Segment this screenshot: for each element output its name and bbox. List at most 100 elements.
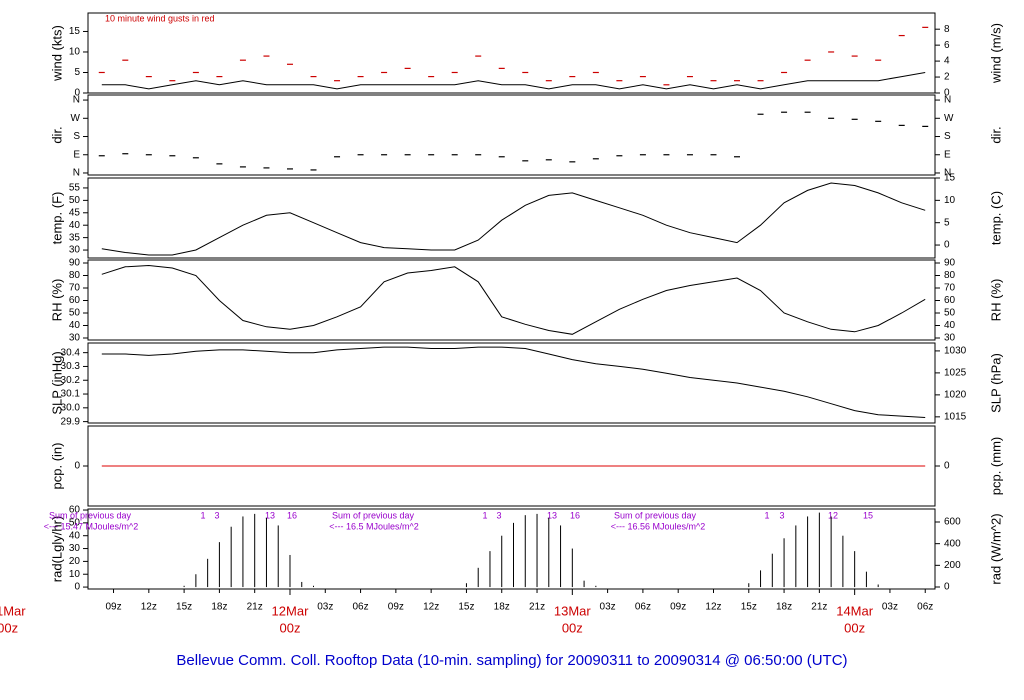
y-tick-label: 0	[944, 582, 950, 593]
y-tick-label: 0	[74, 582, 80, 593]
y-tick-label: 15	[944, 173, 956, 184]
y-tick-label: 40	[69, 320, 81, 331]
y-tick-label: 30	[69, 245, 81, 256]
hour-label: 3	[214, 510, 219, 520]
hour-label: 1	[764, 510, 769, 520]
y-tick-label: 30	[69, 333, 81, 344]
y-tick-label: 0	[944, 240, 950, 251]
x-tick-label: 03z	[600, 602, 616, 613]
y-axis-label: pcp. (in)	[49, 443, 64, 490]
y-tick-label: 90	[69, 258, 81, 269]
y-tick-label: N	[944, 168, 951, 179]
x-tick-label: 06z	[917, 602, 933, 613]
hour-label: 16	[570, 510, 580, 520]
x-tick-label: 21z	[247, 602, 263, 613]
x-tick-label: 18z	[494, 602, 510, 613]
y-tick-label: 30.2	[61, 375, 81, 386]
y-tick-label: 29.9	[61, 416, 81, 427]
y-tick-label: S	[944, 131, 951, 142]
y-tick-label: 400	[944, 538, 961, 549]
y-tick-label: N	[73, 95, 80, 106]
y-tick-label: 6	[944, 40, 950, 51]
y-tick-label: 45	[69, 207, 81, 218]
y-tick-label: 0	[74, 461, 80, 472]
y-tick-label: E	[73, 149, 80, 160]
y-tick-label: 4	[944, 56, 950, 67]
y-tick-label: N	[73, 168, 80, 179]
line	[101, 346, 926, 418]
hour-label: 1	[482, 510, 487, 520]
y-tick-label: W	[944, 113, 954, 124]
hour-label: 16	[287, 510, 297, 520]
panel-frame	[87, 12, 936, 94]
annotation: Sum of previous day	[332, 510, 415, 520]
panel-frame	[87, 94, 936, 176]
y-tick-label: 40	[69, 530, 81, 541]
y2-axis-label: wind (m/s)	[988, 23, 1003, 84]
day-label: 13Mar	[554, 603, 592, 618]
chart-title: Bellevue Comm. Coll. Rooftop Data (10-mi…	[176, 652, 847, 669]
day-hour-label: 00z	[562, 620, 583, 635]
y-axis-label: rad(Lgly/hr)	[49, 516, 64, 582]
day-label: 12Mar	[272, 603, 310, 618]
y-tick-label: 60	[944, 295, 956, 306]
y-tick-label: 8	[944, 24, 950, 35]
annotation: <--- 16.5 MJoules/m^2	[329, 521, 419, 531]
y-tick-label: 10	[69, 569, 81, 580]
annotation: Sum of previous day	[49, 510, 132, 520]
x-tick-label: 03z	[882, 602, 898, 613]
y-tick-label: 55	[69, 183, 81, 194]
y-axis-label: temp. (F)	[49, 192, 64, 245]
y-tick-label: 5	[74, 67, 80, 78]
y-tick-label: 50	[944, 308, 956, 319]
x-tick-label: 18z	[211, 602, 227, 613]
y-tick-label: 30	[944, 333, 956, 344]
day-hour-label: 00z	[844, 620, 865, 635]
y-tick-label: 60	[69, 295, 81, 306]
y-tick-label: 30.4	[61, 347, 81, 358]
panel-frame	[87, 342, 936, 424]
y2-axis-label: RH (%)	[988, 279, 1003, 322]
day-label: 11Mar	[0, 603, 26, 618]
x-tick-label: 03z	[317, 602, 333, 613]
x-tick-label: 15z	[458, 602, 474, 613]
x-tick-label: 12z	[141, 602, 157, 613]
y-tick-label: 50	[69, 195, 81, 206]
y-tick-label: 5	[944, 217, 950, 228]
y-tick-label: 60	[69, 505, 81, 516]
line	[101, 264, 926, 335]
x-tick-label: 15z	[741, 602, 757, 613]
x-tick-label: 09z	[670, 602, 686, 613]
y-tick-label: 10	[944, 195, 956, 206]
y-tick-label: 10	[69, 47, 81, 58]
y-tick-label: S	[73, 131, 80, 142]
y-tick-label: 200	[944, 560, 961, 571]
y-tick-label: 50	[69, 518, 81, 529]
y-tick-label: 2	[944, 72, 950, 83]
x-tick-label: 06z	[635, 602, 651, 613]
y-tick-label: 30.1	[61, 389, 81, 400]
y-tick-label: 1030	[944, 346, 967, 357]
y2-axis-label: SLP (hPa)	[988, 353, 1003, 413]
y-tick-label: 30.0	[61, 402, 81, 413]
line	[101, 72, 926, 90]
hour-label: 15	[863, 510, 873, 520]
y-tick-label: 50	[69, 308, 81, 319]
x-tick-label: 18z	[776, 602, 792, 613]
x-tick-label: 09z	[105, 602, 121, 613]
y-tick-label: E	[944, 149, 951, 160]
day-hour-label: 00z	[0, 620, 18, 635]
x-tick-label: 21z	[529, 602, 545, 613]
y-tick-label: 20	[69, 556, 81, 567]
x-tick-label: 15z	[176, 602, 192, 613]
day-hour-label: 00z	[280, 620, 301, 635]
y-axis-label: RH (%)	[49, 279, 64, 322]
panel-frame	[87, 177, 936, 259]
y-tick-label: 80	[944, 270, 956, 281]
line	[101, 182, 926, 256]
y-tick-label: 70	[69, 283, 81, 294]
y2-axis-label: dir.	[988, 126, 1003, 143]
y-tick-label: 15	[69, 26, 81, 37]
